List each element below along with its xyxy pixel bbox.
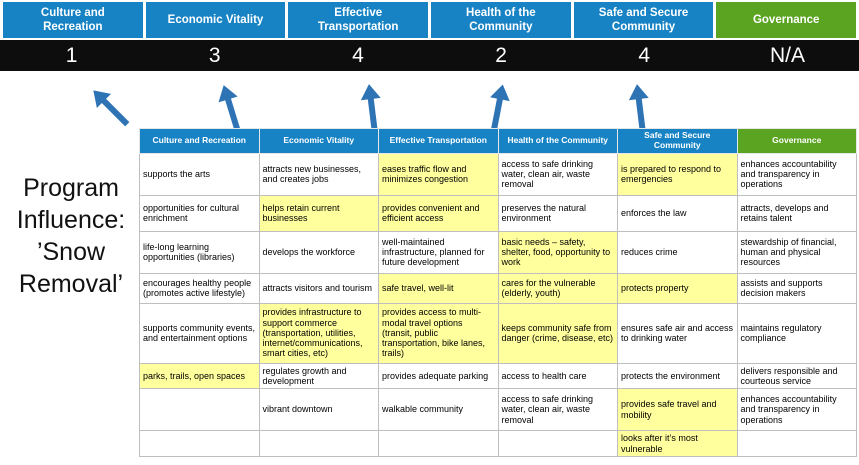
matrix-cell: provides infrastructure to support comme…: [258, 302, 379, 364]
matrix-cell: provides adequate parking: [378, 362, 499, 390]
pillar-header: Culture and Recreation: [3, 2, 143, 38]
matrix-cell: basic needs – safety, shelter, food, opp…: [497, 230, 618, 274]
matrix-cell: keeps community safe from danger (crime,…: [497, 302, 618, 364]
matrix-header-row: Culture and Recreation Economic Vitality E…: [139, 128, 857, 154]
matrix-column-header: Governance: [736, 128, 857, 154]
matrix-cell: life-long learning opportunities (librar…: [139, 230, 260, 274]
matrix-cell: encourages healthy people (promotes acti…: [139, 272, 260, 304]
influence-matrix: Culture and Recreation Economic Vitality E…: [139, 128, 857, 458]
matrix-cell: opportunities for cultural enrichment: [139, 194, 260, 232]
matrix-cell: cares for the vulnerable (elderly, youth…: [497, 272, 618, 304]
matrix-cell: maintains regulatory compliance: [736, 302, 857, 364]
table-row: supports community events, and entertain…: [139, 302, 857, 364]
matrix-cell: regulates growth and development: [258, 362, 379, 390]
matrix-cell: [139, 430, 260, 458]
matrix-cell: [258, 430, 379, 458]
matrix-column-header: Safe and Secure Community: [617, 128, 738, 154]
matrix-cell: [736, 430, 857, 458]
pillar-score: 4: [352, 43, 364, 67]
matrix-cell: safe travel, well-lit: [378, 272, 499, 304]
matrix-cell: helps retain current businesses: [258, 194, 379, 232]
matrix-cell: vibrant downtown: [258, 388, 379, 432]
matrix-cell: parks, trails, open spaces: [139, 362, 260, 390]
pillar-score: 3: [208, 43, 221, 67]
table-row: looks after it’s most vulnerable: [139, 430, 857, 458]
pillar-header-row: Culture and Recreation Economic Vitality E…: [3, 2, 857, 38]
up-arrow-icon: [624, 83, 656, 136]
matrix-cell: access to safe drinking water, clean air…: [497, 388, 618, 432]
matrix-cell: [378, 430, 499, 458]
table-row: life-long learning opportunities (librar…: [139, 230, 857, 274]
table-row: supports the arts attracts new businesses…: [139, 152, 857, 196]
page-title: Program Influence: ’Snow Removal’: [16, 174, 126, 298]
up-arrow-icon: [211, 81, 250, 136]
matrix-cell: access to health care: [497, 362, 618, 390]
pillar-header: Governance: [716, 2, 857, 38]
matrix-cell: is prepared to respond to emergencies: [617, 152, 738, 196]
table-row: encourages healthy people (promotes acti…: [139, 272, 857, 304]
matrix-column-header: Effective Transportation: [378, 128, 499, 154]
matrix-cell: reduces crime: [617, 230, 738, 274]
matrix-cell: attracts, develops and retains talent: [736, 194, 857, 232]
matrix-cell: stewardship of financial, human and phys…: [736, 230, 857, 274]
matrix-cell: provides access to multi-modal travel op…: [378, 302, 499, 364]
pillar-score: N/A: [769, 43, 805, 67]
matrix-cell: develops the workforce: [258, 230, 379, 274]
matrix-cell: enforces the law: [617, 194, 738, 232]
matrix-column-header: Health of the Community: [497, 128, 618, 154]
matrix-cell: provides safe travel and mobility: [617, 388, 738, 432]
matrix-cell: attracts new businesses, and creates job…: [258, 152, 379, 196]
up-arrow-icon: [356, 83, 388, 136]
table-row: vibrant downtown walkable community access…: [139, 388, 857, 432]
table-row: parks, trails, open spaces regulates grow…: [139, 362, 857, 390]
up-arrow-icon: [480, 82, 515, 136]
pillar-score: 1: [65, 43, 78, 67]
matrix-cell: [139, 388, 260, 432]
matrix-cell: well-maintained infrastructure, planned …: [378, 230, 499, 274]
pillar-header: Effective Transportation: [288, 2, 429, 38]
matrix-cell: enhances accountability and transparency…: [736, 388, 857, 432]
pillar-header: Economic Vitality: [145, 2, 286, 38]
matrix-column-header: Culture and Recreation: [139, 128, 260, 154]
table-row: opportunities for cultural enrichment hel…: [139, 194, 857, 232]
matrix-cell: preserves the natural environment: [497, 194, 618, 232]
pillar-header: Health of the Community: [431, 2, 571, 38]
up-arrow-icon: [84, 81, 138, 135]
matrix-cell: assists and supports decision makers: [736, 272, 857, 304]
matrix-wrap: Culture and Recreation Economic Vitality E…: [139, 128, 857, 458]
pillar-score: 2: [495, 43, 507, 67]
matrix-cell: eases traffic flow and minimizes congest…: [378, 152, 499, 196]
matrix-cell: attracts visitors and tourism: [258, 272, 379, 304]
matrix-cell: supports community events, and entertain…: [139, 302, 260, 364]
matrix-column-header: Economic Vitality: [258, 128, 379, 154]
pillar-header: Safe and Secure Community: [573, 2, 714, 38]
score-row: 1 3 4 2 4 N/A: [0, 40, 859, 71]
matrix-cell: access to safe drinking water, clean air…: [497, 152, 618, 196]
matrix-cell: enhances accountability and transparency…: [736, 152, 857, 196]
matrix-cell: protects the environment: [617, 362, 738, 390]
matrix-cell: supports the arts: [139, 152, 260, 196]
matrix-cell: protects property: [617, 272, 738, 304]
matrix-cell: provides convenient and efficient access: [378, 194, 499, 232]
matrix-cell: looks after it’s most vulnerable: [617, 430, 738, 458]
matrix-cell: [497, 430, 618, 458]
matrix-cell: delivers responsible and courteous servi…: [736, 362, 857, 390]
matrix-cell: ensures safe air and access to drinking …: [617, 302, 738, 364]
pillar-score: 4: [638, 43, 651, 67]
matrix-cell: walkable community: [378, 388, 499, 432]
